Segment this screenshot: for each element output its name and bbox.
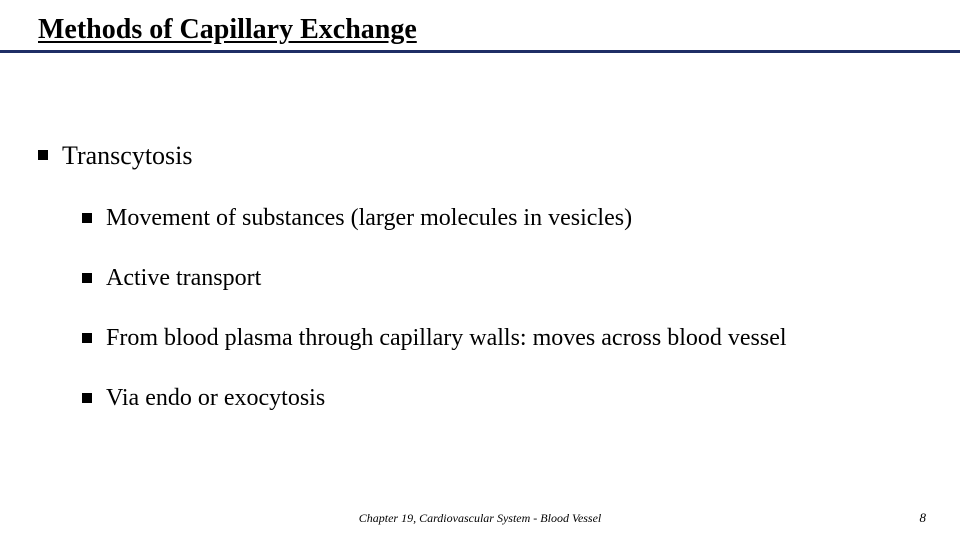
list-item: Via endo or exocytosis <box>82 383 940 413</box>
list-item-text: Transcytosis <box>62 140 193 173</box>
list-item: Transcytosis <box>38 140 940 173</box>
square-bullet-icon <box>82 213 92 223</box>
page-number: 8 <box>920 510 927 526</box>
list-item-text: Via endo or exocytosis <box>106 383 325 413</box>
slide: Methods of Capillary Exchange Transcytos… <box>0 0 960 540</box>
list-item: From blood plasma through capillary wall… <box>82 323 940 353</box>
slide-title: Methods of Capillary Exchange <box>38 14 417 46</box>
square-bullet-icon <box>82 333 92 343</box>
title-underline-rule <box>0 50 960 53</box>
footer-text: Chapter 19, Cardiovascular System - Bloo… <box>0 511 960 526</box>
square-bullet-icon <box>38 150 48 160</box>
list-item-text: Movement of substances (larger molecules… <box>106 203 632 233</box>
list-item: Active transport <box>82 263 940 293</box>
list-item: Movement of substances (larger molecules… <box>82 203 940 233</box>
square-bullet-icon <box>82 393 92 403</box>
list-item-text: Active transport <box>106 263 261 293</box>
square-bullet-icon <box>82 273 92 283</box>
list-item-text: From blood plasma through capillary wall… <box>106 323 787 353</box>
content-area: Transcytosis Movement of substances (lar… <box>38 140 940 443</box>
